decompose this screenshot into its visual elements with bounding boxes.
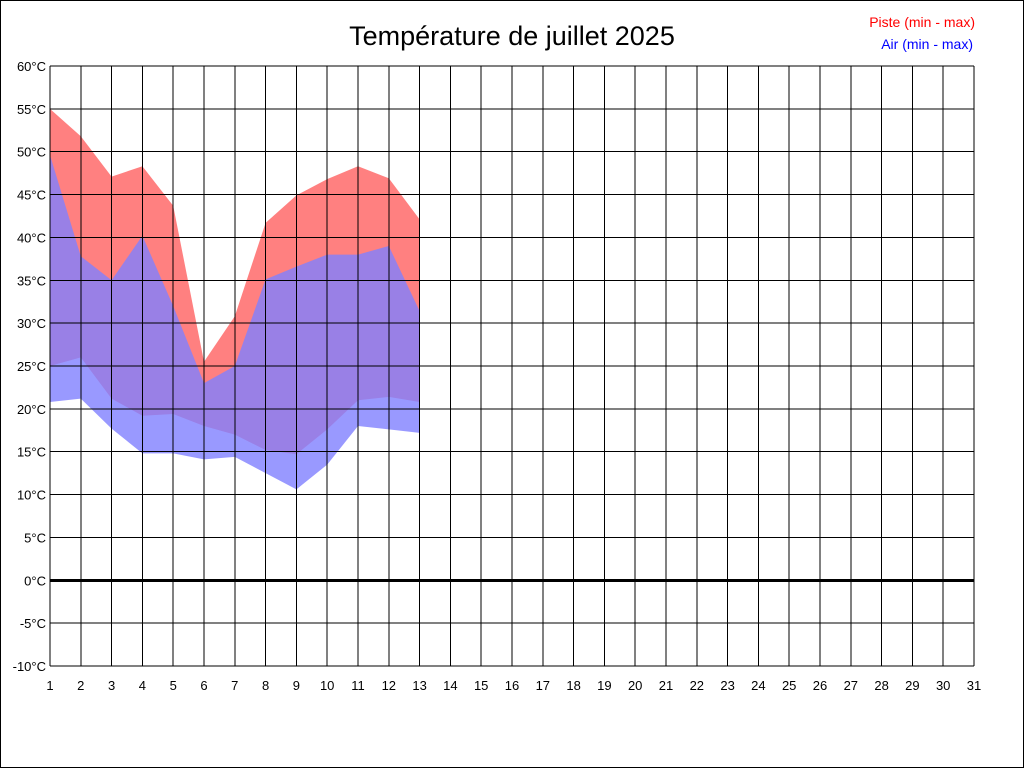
y-tick-label: -10°C xyxy=(13,659,46,674)
grid-lines xyxy=(49,65,975,667)
x-tick-label: 20 xyxy=(628,678,642,693)
y-tick-label: 20°C xyxy=(17,402,46,417)
legend-air: Air (min - max) xyxy=(881,36,973,52)
x-tick-label: 15 xyxy=(474,678,488,693)
y-tick-label: 45°C xyxy=(17,188,46,203)
x-axis-ticks: 1 2 3 4 5 6 7 8 9 10 11 12 13 14 15 16 17 18 19 20 21 22 23 24 2… xyxy=(46,678,981,693)
x-tick-label: 31 xyxy=(967,678,981,693)
y-tick-label: 55°C xyxy=(17,102,46,117)
y-tick-label: 0°C xyxy=(24,573,46,588)
x-tick-label: 4 xyxy=(139,678,146,693)
x-tick-label: 17 xyxy=(536,678,550,693)
y-tick-label: -5°C xyxy=(20,616,46,631)
x-tick-label: 3 xyxy=(108,678,115,693)
x-tick-label: 13 xyxy=(412,678,426,693)
y-tick-label: 50°C xyxy=(17,145,46,160)
x-tick-label: 23 xyxy=(720,678,734,693)
chart-title: Température de juillet 2025 xyxy=(349,21,675,51)
y-tick-label: 15°C xyxy=(17,445,46,460)
x-tick-label: 30 xyxy=(936,678,950,693)
y-tick-label: 60°C xyxy=(17,59,46,74)
y-tick-label: 5°C xyxy=(24,530,46,545)
x-tick-label: 29 xyxy=(905,678,919,693)
x-tick-label: 11 xyxy=(351,678,365,693)
x-tick-label: 14 xyxy=(443,678,457,693)
x-tick-label: 5 xyxy=(170,678,177,693)
x-tick-label: 1 xyxy=(46,678,53,693)
x-tick-label: 8 xyxy=(262,678,269,693)
x-tick-label: 18 xyxy=(566,678,580,693)
y-tick-label: 40°C xyxy=(17,230,46,245)
x-tick-label: 28 xyxy=(874,678,888,693)
y-tick-label: 25°C xyxy=(17,359,46,374)
x-tick-label: 25 xyxy=(782,678,796,693)
x-tick-label: 22 xyxy=(690,678,704,693)
x-tick-label: 26 xyxy=(813,678,827,693)
y-tick-label: 30°C xyxy=(17,316,46,331)
x-tick-label: 9 xyxy=(293,678,300,693)
legend-piste: Piste (min - max) xyxy=(869,14,975,30)
x-tick-label: 16 xyxy=(505,678,519,693)
y-axis-ticks: 60°C 55°C 50°C 45°C 40°C 35°C 30°C 25°C 20°C 15°C… xyxy=(13,59,46,674)
x-tick-label: 6 xyxy=(200,678,207,693)
x-tick-label: 7 xyxy=(231,678,238,693)
x-tick-label: 24 xyxy=(751,678,765,693)
x-tick-label: 10 xyxy=(320,678,334,693)
y-tick-label: 35°C xyxy=(17,273,46,288)
x-tick-label: 19 xyxy=(597,678,611,693)
y-tick-label: 10°C xyxy=(17,488,46,503)
x-tick-label: 21 xyxy=(659,678,673,693)
x-tick-label: 2 xyxy=(77,678,84,693)
x-tick-label: 12 xyxy=(382,678,396,693)
x-tick-label: 27 xyxy=(844,678,858,693)
